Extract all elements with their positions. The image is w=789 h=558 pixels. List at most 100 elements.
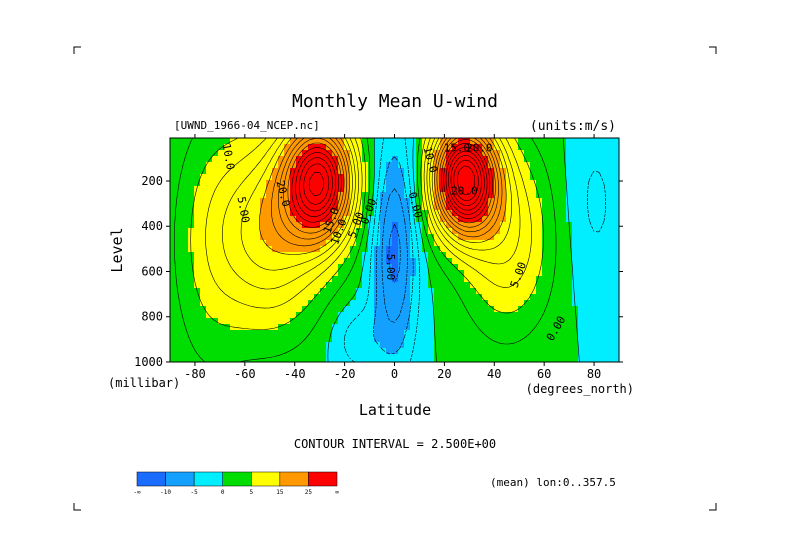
field-cell [188,288,195,295]
field-cell [368,192,375,199]
field-cell [572,168,579,175]
field-cell [584,138,591,145]
field-cell [320,168,327,175]
field-cell [320,216,327,223]
field-cell [440,360,447,362]
field-cell [464,330,471,337]
field-cell [224,258,231,265]
field-cell [518,174,525,181]
field-cell [422,240,429,247]
field-cell [254,156,261,163]
field-cell [530,318,537,325]
field-cell [596,168,603,175]
field-cell [278,168,285,175]
field-cell [206,216,213,223]
field-cell [560,282,567,289]
field-cell [176,222,183,229]
field-cell [278,306,285,313]
field-cell [488,264,495,271]
field-cell [230,222,237,229]
field-cell [332,342,339,349]
field-cell [302,252,309,259]
field-cell [494,216,501,223]
field-cell [332,210,339,217]
field-cell [482,354,489,361]
field-cell [308,162,315,169]
field-cell [398,276,405,283]
field-cell [350,186,357,193]
field-cell [572,246,579,253]
field-cell [308,264,315,271]
field-cell [494,180,501,187]
field-cell [332,228,339,235]
field-cell [440,252,447,259]
field-cell [446,144,453,151]
field-cell [464,342,471,349]
field-cell [434,342,441,349]
field-cell [248,234,255,241]
field-cell [254,354,261,361]
field-cell [500,300,507,307]
field-cell [254,348,261,355]
field-cell [344,156,351,163]
field-cell [578,156,585,163]
field-cell [422,282,429,289]
field-cell [212,228,219,235]
field-cell [230,258,237,265]
field-cell [224,324,231,331]
contour-line [278,138,499,240]
field-cell [518,234,525,241]
field-cell [398,318,405,325]
field-cell [374,276,381,283]
field-cell [440,258,447,265]
field-cell [524,294,531,301]
field-cell [542,342,549,349]
field-cell [542,192,549,199]
field-cell [344,360,351,362]
field-cell [524,192,531,199]
field-cell [224,246,231,253]
field-cell [236,270,243,277]
field-cell [572,300,579,307]
field-cell [314,300,321,307]
field-cell [194,216,201,223]
field-cell [536,168,543,175]
field-cell [290,216,297,223]
field-cell [500,198,507,205]
field-cell [446,192,453,199]
field-cell [578,138,585,145]
field-cell [506,144,513,151]
field-cell [560,222,567,229]
field-cell [512,198,519,205]
field-cell [398,264,405,271]
field-cell [470,330,477,337]
field-cell [308,204,315,211]
field-cell [398,294,405,301]
field-cell [524,360,531,362]
field-cell [494,270,501,277]
field-cell [272,246,279,253]
field-cell [506,312,513,319]
field-cell [590,288,597,295]
field-cell [530,294,537,301]
field-cell [584,198,591,205]
field-cell [542,138,549,145]
field-cell [614,348,619,355]
field-cell [446,306,453,313]
field-cell [284,156,291,163]
field-cell [380,306,387,313]
field-cell [542,348,549,355]
field-cell [392,294,399,301]
field-cell [464,336,471,343]
field-cell [500,180,507,187]
field-cell [488,192,495,199]
field-cell [416,342,423,349]
field-cell [596,348,603,355]
field-cell [188,192,195,199]
field-cell [260,288,267,295]
field-cell [458,192,465,199]
field-cell [254,228,261,235]
x-tick-label: -80 [184,367,206,381]
field-cell [320,294,327,301]
field-cell [536,306,543,313]
